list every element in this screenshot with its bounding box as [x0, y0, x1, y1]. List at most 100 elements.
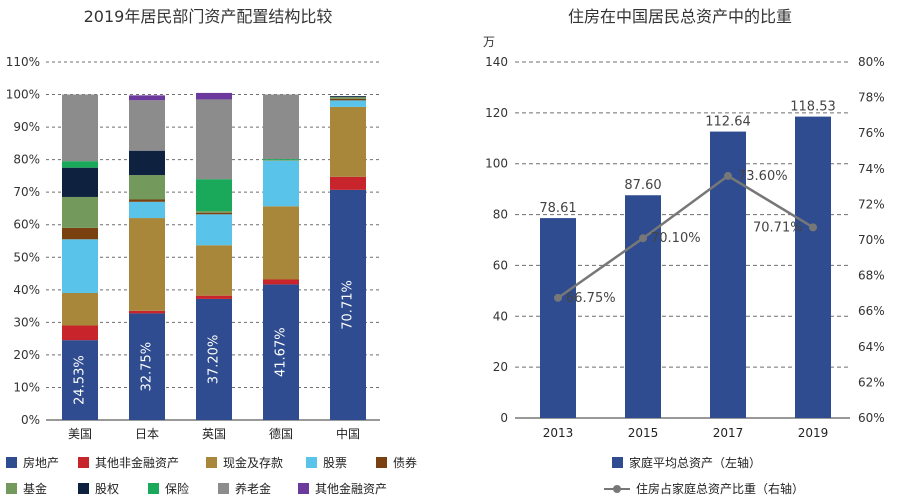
- stacked-bar-segment: [196, 212, 232, 215]
- left-y-tick-label: 40%: [13, 283, 40, 297]
- left-y-tick-label: 80%: [13, 153, 40, 167]
- right-right-tick-label: 76%: [858, 126, 885, 140]
- legend-label-cash-deposits: 现金及存款: [223, 456, 284, 470]
- right-chart-legend: 家庭平均总资产（左轴） 住房占家庭总资产比重（右轴）: [604, 454, 892, 498]
- left-y-tick-label: 0%: [21, 413, 40, 427]
- legend-item-cash-deposits: 现金及存款: [206, 454, 283, 471]
- left-x-tick-label: 德国: [269, 426, 293, 441]
- housing-share-point: [554, 293, 562, 302]
- right-left-axis-unit: 万: [483, 35, 495, 49]
- right-x-tick-label: 2019: [798, 426, 829, 440]
- stacked-bar-segment: [129, 313, 165, 420]
- stacked-bar-segment: [62, 340, 98, 420]
- stacked-bar-segment: [196, 295, 232, 299]
- bar-data-label: 41.67%: [274, 327, 289, 377]
- left-y-tick-label: 100%: [6, 88, 40, 102]
- legend-item-pension: 养老金: [218, 480, 271, 497]
- bar-data-label: 24.53%: [73, 355, 88, 405]
- right-x-tick-label: 2015: [628, 426, 659, 440]
- legend-label-pension: 养老金: [235, 482, 272, 496]
- right-right-tick-label: 68%: [858, 269, 885, 283]
- legend-swatch-insurance: [148, 483, 159, 494]
- legend-label-other-nonfinancial: 其他非金融资产: [95, 456, 180, 470]
- stacked-bar-segment: [196, 298, 232, 420]
- housing-share-data-label: 66.75%: [566, 291, 616, 306]
- left-y-tick-label: 30%: [13, 315, 40, 329]
- right-right-tick-label: 70%: [858, 233, 885, 247]
- stacked-bar-segment: [62, 94, 98, 162]
- legend-item-stocks: 股票: [306, 454, 347, 471]
- stacked-bar-segment: [129, 175, 165, 200]
- stacked-bar-segment: [196, 179, 232, 212]
- legend-label-funds: 基金: [23, 482, 48, 496]
- asset-bar-data-label: 112.64: [705, 115, 751, 130]
- right-left-tick-label: 140: [485, 55, 508, 69]
- stacked-bar-segment: [129, 201, 165, 219]
- legend-item-bonds: 债券: [376, 454, 417, 471]
- asset-bar-data-label: 78.61: [539, 201, 576, 216]
- right-right-tick-label: 80%: [858, 55, 885, 69]
- stacked-bar-segment: [62, 325, 98, 341]
- legend-item-household-assets: 家庭平均总资产（左轴）: [612, 454, 761, 471]
- asset-bar: [625, 195, 661, 418]
- stacked-bar-segment: [263, 159, 299, 161]
- legend-swatch-other-financial: [298, 483, 309, 494]
- legend-item-equity: 股权: [78, 480, 119, 497]
- legend-label-insurance: 保险: [165, 482, 190, 496]
- stacked-bar-segment: [129, 150, 165, 176]
- legend-swatch-stocks: [306, 457, 317, 468]
- stacked-bar-segment: [263, 279, 299, 285]
- stacked-bar-segment: [62, 196, 98, 228]
- bar-data-label: 70.71%: [341, 280, 356, 330]
- legend-swatch-funds: [6, 483, 17, 494]
- stacked-bar-segment: [330, 96, 366, 98]
- right-x-tick-label: 2017: [713, 426, 744, 440]
- asset-bar: [795, 116, 831, 418]
- right-left-tick-label: 100: [485, 157, 508, 171]
- housing-share-data-label: 70.10%: [651, 231, 701, 246]
- right-right-tick-label: 74%: [858, 162, 885, 176]
- legend-swatch-other-nonfinancial: [78, 457, 89, 468]
- right-left-tick-label: 0: [500, 411, 508, 425]
- stacked-bar-segment: [196, 211, 232, 213]
- housing-share-line: [557, 174, 814, 299]
- legend-item-other-financial: 其他金融资产: [298, 480, 387, 497]
- left-chart-title: 2019年居民部门资产配置结构比较: [84, 7, 333, 26]
- stacked-bar-segment: [62, 239, 98, 293]
- legend-line-icon: [604, 483, 630, 494]
- right-left-tick-label: 40: [493, 309, 508, 323]
- stacked-bar-segment: [330, 97, 366, 99]
- stacked-bar-segment: [62, 167, 98, 197]
- legend-item-other-nonfinancial: 其他非金融资产: [78, 454, 179, 471]
- legend-label-household-assets: 家庭平均总资产（左轴）: [629, 456, 762, 470]
- stacked-bar-segment: [263, 160, 299, 207]
- stacked-bar-segment: [330, 176, 366, 190]
- legend-swatch-bonds: [376, 457, 387, 468]
- left-y-tick-label: 20%: [13, 348, 40, 362]
- right-right-tick-label: 78%: [858, 91, 885, 105]
- stacked-bar-segment: [263, 94, 299, 160]
- stacked-bar-segment: [263, 284, 299, 420]
- legend-swatch-equity: [78, 483, 89, 494]
- legend-label-other-financial: 其他金融资产: [315, 482, 388, 496]
- right-left-tick-label: 60: [493, 258, 508, 272]
- right-right-tick-label: 64%: [858, 340, 885, 354]
- left-x-tick-label: 日本: [135, 427, 159, 441]
- asset-bar-data-label: 87.60: [624, 178, 661, 193]
- right-right-tick-label: 72%: [858, 197, 885, 211]
- stacked-bar-segment: [196, 214, 232, 246]
- legend-item-insurance: 保险: [148, 480, 189, 497]
- legend-label-bonds: 债券: [393, 456, 418, 470]
- stacked-bar-segment: [263, 160, 299, 161]
- left-y-tick-label: 70%: [13, 185, 40, 199]
- legend-item-housing-share: 住房占家庭总资产比重（右轴）: [604, 480, 804, 497]
- right-left-tick-label: 80: [493, 208, 508, 222]
- stacked-bar-segment: [263, 206, 299, 280]
- stacked-bar-segment: [62, 161, 98, 168]
- bar-data-label: 37.20%: [207, 335, 222, 385]
- housing-share-point: [639, 234, 647, 243]
- housing-share-data-label: 70.71%: [753, 220, 803, 235]
- asset-bar-data-label: 118.53: [790, 100, 836, 115]
